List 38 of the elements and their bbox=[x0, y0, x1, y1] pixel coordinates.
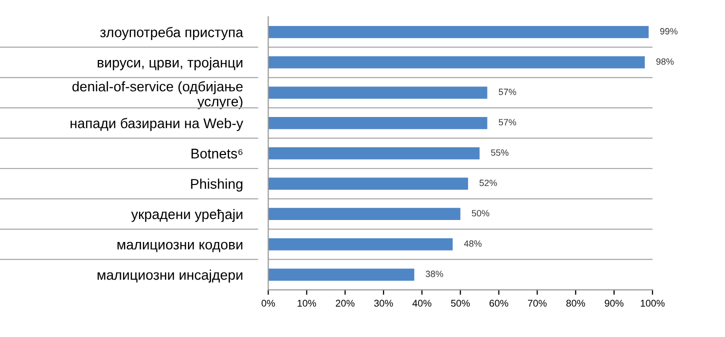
bar bbox=[268, 238, 453, 250]
data-label: 52% bbox=[480, 180, 497, 186]
x-tick-label: 20% bbox=[336, 300, 354, 307]
bar bbox=[268, 86, 488, 99]
data-label: 50% bbox=[472, 210, 490, 216]
x-tick-label: 10% bbox=[298, 300, 316, 307]
data-label: 48% bbox=[464, 240, 482, 247]
y-tick-label: denial-of-service (одбијање услуге) bbox=[72, 81, 243, 110]
y-tick-label: вируси, црви, тројанци bbox=[98, 57, 242, 70]
bar bbox=[268, 268, 414, 281]
data-label: 57% bbox=[498, 119, 516, 126]
x-tick-label: 60% bbox=[490, 300, 508, 307]
y-tick-label: малициозни инсајдери bbox=[98, 270, 242, 283]
bar bbox=[268, 56, 645, 68]
x-tick-label: 30% bbox=[374, 300, 393, 307]
x-tick-label: 100% bbox=[640, 300, 665, 307]
bar bbox=[268, 208, 460, 220]
x-tick-label: 40% bbox=[412, 300, 432, 307]
data-label: 55% bbox=[491, 149, 508, 156]
data-label: 38% bbox=[426, 270, 444, 278]
y-tick-label: Phishing bbox=[191, 178, 242, 192]
y-tick-label: малициозни кодови bbox=[118, 242, 242, 252]
x-tick-label: 50% bbox=[451, 300, 470, 307]
x-tick-label: 90% bbox=[604, 300, 624, 307]
y-tick-label: Botnets⁶ bbox=[192, 148, 242, 159]
bar bbox=[268, 116, 488, 130]
data-label: 57% bbox=[498, 88, 516, 96]
bar bbox=[268, 147, 480, 160]
bar bbox=[268, 26, 649, 38]
y-tick-label: злоупотреба приступа bbox=[100, 26, 244, 40]
bar bbox=[268, 178, 468, 190]
y-tick-label: напади базирани на Web-у bbox=[70, 118, 244, 131]
y-tick-label: украдени уређаји bbox=[131, 208, 242, 222]
data-label: 99% bbox=[660, 28, 678, 34]
x-tick-label: 0% bbox=[262, 300, 275, 307]
x-tick-label: 80% bbox=[566, 300, 586, 307]
data-label: 98% bbox=[656, 58, 674, 65]
x-tick-label: 70% bbox=[528, 300, 547, 307]
